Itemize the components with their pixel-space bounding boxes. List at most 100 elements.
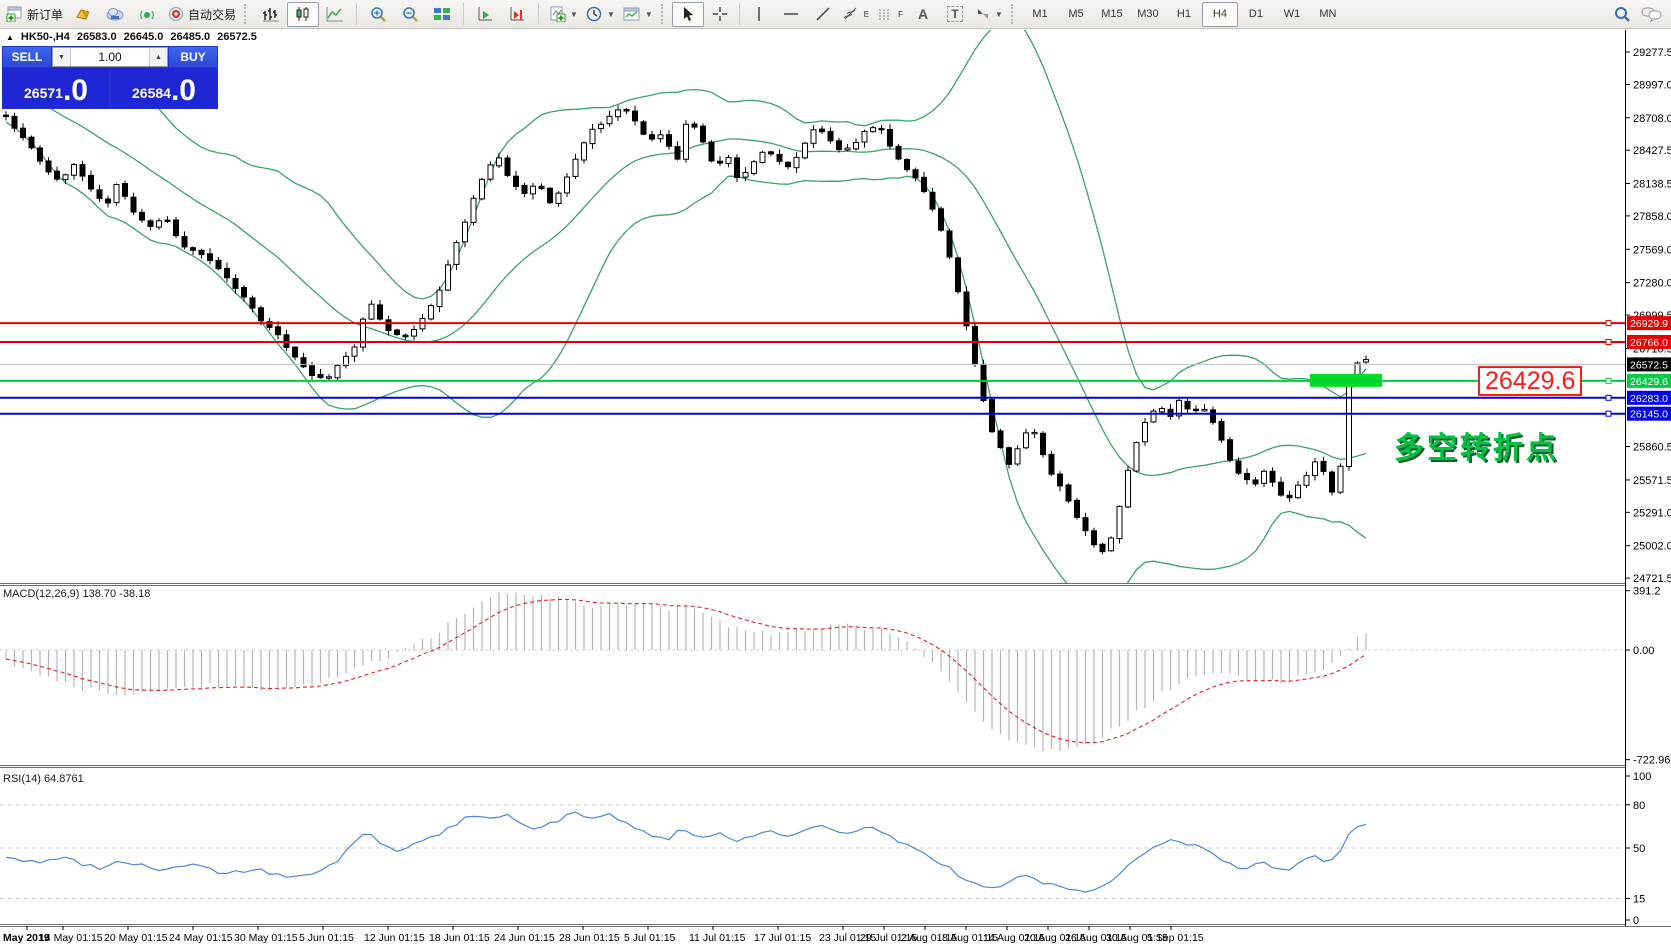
periods-button[interactable]: ▼ <box>582 2 619 27</box>
volume-input[interactable]: 1.00 <box>98 50 122 64</box>
sell-button[interactable]: SELL <box>3 47 51 67</box>
chart-shift-icon <box>508 6 526 22</box>
zoom-out-button[interactable] <box>394 2 426 27</box>
timeframe-D1-button[interactable]: D1 <box>1248 8 1263 20</box>
price-axis-tick: 28997.0 <box>1633 79 1671 91</box>
timeframe-W1-button[interactable]: W1 <box>1283 8 1301 20</box>
scroll-group <box>467 0 535 28</box>
line-chart-icon <box>326 6 344 22</box>
time-axis-label: 28 Jun 01:15 <box>559 932 620 944</box>
time-axis-label: 8 Aug 01:15 <box>942 932 998 944</box>
cursor-button[interactable] <box>671 1 704 27</box>
macd-indicator-label: MACD(12,26,9) 138.70 -38.18 <box>3 588 151 600</box>
sell-price-display[interactable]: 26571.0 <box>3 68 109 108</box>
crosshair-button[interactable] <box>704 2 736 27</box>
timeframe-H1-button[interactable]: H1 <box>1176 8 1191 20</box>
text-tool-button[interactable]: A <box>907 2 939 27</box>
price-level-badge <box>1627 406 1671 421</box>
buy-price-display[interactable]: 26584.0 <box>111 68 217 108</box>
new-order-button[interactable]: 新订单 <box>2 2 67 27</box>
timeframe-MN-button[interactable]: MN <box>1319 8 1337 20</box>
volume-decrease-button[interactable]: ▼ <box>53 48 71 66</box>
tile-windows-button[interactable] <box>426 2 458 27</box>
time-axis-label: 24 May 01:15 <box>169 932 233 944</box>
timeframe-M1-button[interactable]: M1 <box>1032 8 1048 20</box>
timeframe-H4-button[interactable]: H4 <box>1201 1 1238 27</box>
chart-shift-button[interactable] <box>501 2 533 27</box>
text-label-button[interactable]: T <box>939 2 971 27</box>
line-chart-button[interactable] <box>319 2 351 27</box>
one-click-trade-panel: SELL ▼ 1.00 ▲ BUY 26571.0 26584.0 <box>2 46 218 109</box>
toolbar-drag-handle[interactable] <box>244 4 251 24</box>
cloud-icon <box>105 6 125 22</box>
toolbar-drag-handle[interactable] <box>660 4 668 24</box>
time-axis-label: 26 Aug 01:15 <box>1065 932 1127 944</box>
horizontal-line-icon <box>783 7 799 21</box>
price-level-badge <box>1627 316 1671 331</box>
horizontal-line-button[interactable] <box>775 2 807 27</box>
turning-point-annotation[interactable]: 多空转折点 <box>1394 432 1559 465</box>
signals-button[interactable] <box>131 2 163 27</box>
price-axis-tick: 25002.0 <box>1633 541 1671 553</box>
channel-icon <box>843 6 861 22</box>
time-axis-label: May 2019 <box>3 932 50 944</box>
time-axis-label: 18 Jun 01:15 <box>429 932 490 944</box>
toolbar-right <box>1613 5 1671 23</box>
zoom-in-button[interactable] <box>362 2 394 27</box>
price-level-badge-text: 26283.0 <box>1630 393 1668 405</box>
dropdown-caret-icon: ▼ <box>644 9 653 19</box>
time-axis-label: 5 Sep 01:15 <box>1147 932 1204 944</box>
timeframes-group: M1 M5 M15 M30 H1 H4 D1 W1 MN <box>1020 0 1348 28</box>
fibonacci-button[interactable]: F <box>873 2 907 27</box>
panel-collapse-icon[interactable]: ▲ <box>6 32 14 42</box>
time-axis-label: 11 Jul 01:15 <box>689 932 746 944</box>
text-label-icon: T <box>947 6 963 22</box>
vertical-line-button[interactable] <box>743 2 775 27</box>
dropdown-caret-icon: ▼ <box>606 9 615 19</box>
equidistant-channel-button[interactable]: E <box>839 2 873 27</box>
candlestick-chart-button[interactable] <box>287 1 320 27</box>
macd-pane <box>0 592 1625 752</box>
time-axis-label: 17 Jul 01:15 <box>754 932 811 944</box>
timeframe-M30-button[interactable]: M30 <box>1137 8 1159 20</box>
dropdown-caret-icon: ▼ <box>570 9 578 19</box>
time-axis-label: 14 May 01:15 <box>39 932 103 944</box>
autotrade-button[interactable]: 自动交易 <box>163 2 240 27</box>
templates-button[interactable]: ▼ <box>619 2 657 27</box>
macd-axis-tick: -722.96 <box>1633 755 1670 767</box>
chat-icon[interactable] <box>1641 5 1663 23</box>
fibonacci-icon <box>877 7 895 21</box>
channel-suffix: E <box>863 9 870 19</box>
buy-price-pips: .0 <box>170 74 196 107</box>
timeframe-M15-button[interactable]: M15 <box>1101 8 1123 20</box>
fibonacci-suffix: F <box>898 9 904 19</box>
macd-axis-tick: 0.00 <box>1633 645 1654 657</box>
arrows-button[interactable]: ▼ <box>971 2 1007 27</box>
market-depth-button[interactable] <box>67 2 99 27</box>
market-button[interactable] <box>99 2 131 27</box>
price-callout-label[interactable]: 26429.6 <box>1478 366 1583 396</box>
indicators-button[interactable]: ▼ <box>544 2 582 27</box>
trendline-icon <box>815 6 831 22</box>
auto-scroll-button[interactable] <box>469 2 501 27</box>
low-value: 26485.0 <box>170 31 211 43</box>
buy-button[interactable]: BUY <box>169 47 217 67</box>
bar-chart-icon <box>262 6 280 22</box>
search-icon[interactable] <box>1613 5 1631 23</box>
new-order-label: 新订单 <box>27 7 64 22</box>
bar-chart-button[interactable] <box>255 2 287 27</box>
signal-icon <box>138 6 156 22</box>
price-axis-tick: 28708.0 <box>1633 113 1671 125</box>
rsi-pane <box>0 804 1625 899</box>
volume-increase-button[interactable]: ▲ <box>149 48 167 66</box>
standard-group: 新订单 自动交易 <box>0 0 242 28</box>
toolbar-drag-handle[interactable] <box>1010 4 1018 24</box>
price-level-badge-text: 26929.9 <box>1630 318 1668 330</box>
trendline-button[interactable] <box>807 2 839 27</box>
time-axis-label: 29 Jul 01:15 <box>860 932 917 944</box>
buy-price-main: 26584 <box>132 85 171 101</box>
timeframe-M5-button[interactable]: M5 <box>1068 8 1084 20</box>
price-level-badge-text: 26145.0 <box>1630 409 1668 421</box>
